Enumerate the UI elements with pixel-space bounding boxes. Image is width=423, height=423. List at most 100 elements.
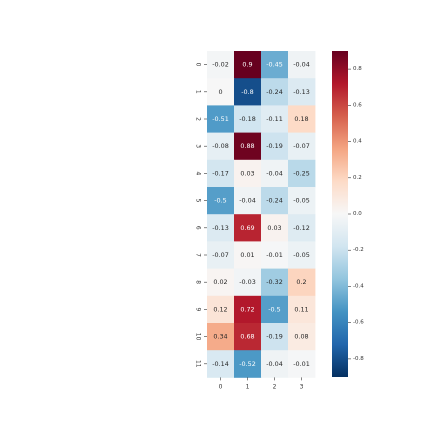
cell-value-label: -0.18 bbox=[239, 115, 256, 123]
cell-value-label: -0.24 bbox=[266, 197, 283, 205]
heatmap-cell bbox=[288, 214, 316, 242]
cell-value-label: 0.01 bbox=[240, 251, 254, 259]
heatmap-cell bbox=[207, 105, 235, 133]
y-tick-label: 5 bbox=[195, 199, 202, 203]
heatmap-cell bbox=[207, 51, 235, 79]
heatmap-cell bbox=[234, 268, 262, 297]
cell-value-label: -0.5 bbox=[214, 197, 226, 205]
y-tick-label: 6 bbox=[195, 226, 202, 230]
cell-value-label: 0.34 bbox=[213, 333, 227, 341]
heatmap-cell bbox=[261, 241, 289, 269]
heatmap-cell bbox=[234, 241, 262, 269]
cell-value-label: -0.19 bbox=[266, 142, 283, 150]
heatmap-cell bbox=[288, 78, 316, 106]
heatmap-cell bbox=[261, 187, 289, 215]
colorbar-tick-label: -0.4 bbox=[353, 283, 364, 289]
heatmap-cell bbox=[288, 105, 316, 133]
heatmap-cell bbox=[288, 241, 316, 269]
cell-value-label: -0.05 bbox=[293, 251, 310, 259]
cell-value-label: -0.04 bbox=[293, 61, 310, 69]
y-tick-label: 10 bbox=[195, 333, 202, 341]
y-axis-ticks: 0 1 2 3 4 5 6 7 8 9 10 11 bbox=[195, 63, 207, 368]
heatmap-cell bbox=[261, 295, 289, 324]
heatmap-cell bbox=[234, 323, 262, 351]
heatmap-cell bbox=[261, 105, 289, 133]
y-tick-label: 11 bbox=[195, 360, 202, 368]
y-tick-label: 7 bbox=[195, 253, 202, 257]
colorbar-tick-label: 0.2 bbox=[353, 175, 362, 181]
cell-value-label: -0.04 bbox=[266, 169, 283, 177]
x-tick-label: 0 bbox=[219, 383, 223, 390]
x-tick-label: 1 bbox=[246, 383, 250, 390]
cell-value-label: 0.69 bbox=[240, 224, 254, 232]
colorbar-tick-label: -0.6 bbox=[353, 320, 364, 326]
y-tick-label: 9 bbox=[195, 307, 202, 311]
heatmap-cell bbox=[261, 132, 289, 161]
y-tick-label: 8 bbox=[195, 280, 202, 284]
heatmap-cell bbox=[261, 323, 289, 351]
cell-value-label: 0.11 bbox=[294, 305, 308, 313]
cell-value-label: -0.02 bbox=[212, 61, 229, 69]
x-tick-label: 2 bbox=[273, 383, 277, 390]
heatmap-cell bbox=[207, 350, 235, 378]
cell-value-label: 0.03 bbox=[267, 224, 281, 232]
heatmap-cell bbox=[234, 350, 262, 378]
cell-value-label: 0.02 bbox=[213, 278, 227, 286]
cell-value-label: -0.01 bbox=[293, 360, 310, 368]
cell-value-label: -0.08 bbox=[212, 142, 229, 150]
cell-value-label: -0.13 bbox=[293, 88, 310, 96]
y-tick-label: 3 bbox=[195, 144, 202, 148]
heatmap-cell bbox=[288, 323, 316, 351]
heatmap-cell bbox=[261, 350, 289, 378]
heatmap-cell bbox=[288, 159, 316, 188]
heatmap-cell bbox=[261, 214, 289, 242]
cell-value-label: -0.05 bbox=[293, 197, 310, 205]
cell-value-label: -0.25 bbox=[293, 169, 310, 177]
cell-value-label: 0.9 bbox=[242, 61, 252, 69]
cell-value-label: -0.19 bbox=[266, 333, 283, 341]
colorbar-tick-label: 0.8 bbox=[353, 66, 362, 72]
cell-value-label: -0.01 bbox=[266, 251, 283, 259]
cell-value-label: -0.14 bbox=[212, 360, 229, 368]
heatmap-cell bbox=[288, 295, 316, 324]
heatmap-cell bbox=[261, 51, 289, 79]
heatmap-cell bbox=[234, 214, 262, 242]
cell-value-label: -0.51 bbox=[212, 115, 229, 123]
heatmap-cell bbox=[288, 51, 316, 79]
heatmap-cell bbox=[288, 268, 316, 297]
y-tick-label: 1 bbox=[195, 90, 202, 94]
cell-value-label: -0.07 bbox=[293, 142, 310, 150]
heatmap-cell bbox=[207, 268, 235, 297]
cell-value-label: -0.5 bbox=[268, 305, 280, 313]
cell-value-label: -0.52 bbox=[239, 360, 256, 368]
heatmap-cell bbox=[234, 132, 262, 161]
heatmap-cell bbox=[207, 187, 235, 215]
heatmap-cell bbox=[207, 132, 235, 161]
cell-value-label: 0.12 bbox=[213, 305, 227, 313]
heatmap-cell bbox=[234, 78, 262, 106]
cell-value-label: 0.08 bbox=[294, 333, 308, 341]
heatmap-cell bbox=[207, 241, 235, 269]
cell-value-label: -0.11 bbox=[266, 115, 283, 123]
cell-value-label: 0.72 bbox=[240, 305, 254, 313]
heatmap-cell bbox=[207, 323, 235, 351]
cell-value-label: -0.32 bbox=[266, 278, 283, 286]
colorbar bbox=[332, 51, 348, 377]
heatmap-cell bbox=[288, 187, 316, 215]
cell-value-label: 0.88 bbox=[240, 142, 254, 150]
heatmap-cell-labels: -0.02 0.9 -0.45 -0.04 0 -0.8 -0.24 -0.13 -0.51 -0… bbox=[212, 61, 310, 368]
x-tick-label: 3 bbox=[300, 383, 304, 390]
cell-value-label: -0.04 bbox=[266, 360, 283, 368]
cell-value-label: 0 bbox=[218, 88, 222, 96]
heatmap-cell bbox=[234, 187, 262, 215]
y-tick-label: 0 bbox=[195, 63, 202, 67]
heatmap-cell bbox=[234, 295, 262, 324]
heatmap-cell bbox=[261, 268, 289, 297]
colorbar-tick-label: -0.2 bbox=[353, 247, 364, 253]
cell-value-label: -0.45 bbox=[266, 61, 283, 69]
heatmap-cell bbox=[288, 350, 316, 378]
y-tick-label: 2 bbox=[195, 117, 202, 121]
cell-value-label: -0.17 bbox=[212, 169, 229, 177]
cell-value-label: -0.8 bbox=[241, 88, 253, 96]
